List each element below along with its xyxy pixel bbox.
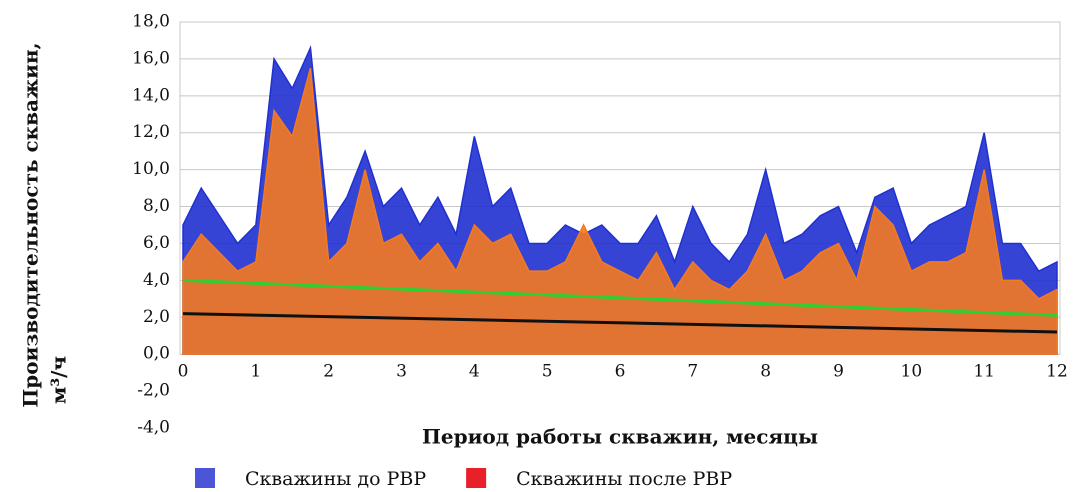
legend-swatch bbox=[195, 468, 215, 488]
y-tick-label: 18,0 bbox=[132, 12, 170, 32]
x-tick-label: 0 bbox=[178, 362, 189, 382]
y-tick-label: 0,0 bbox=[143, 344, 170, 364]
x-axis-title: Период работы скважин, месяцы bbox=[422, 425, 818, 449]
y-tick-label: 10,0 bbox=[132, 159, 170, 179]
legend-label: Скважины после РВР bbox=[516, 468, 732, 490]
x-tick-label: 1 bbox=[250, 362, 261, 382]
y-axis-unit: м³/ч bbox=[47, 356, 71, 404]
x-tick-label: 4 bbox=[469, 362, 480, 382]
x-tick-label: 10 bbox=[901, 362, 923, 382]
x-tick-label: 11 bbox=[973, 362, 995, 382]
y-axis-title: Производительность скважин, bbox=[19, 42, 43, 407]
trend-line bbox=[182, 278, 1058, 317]
y-tick-label: 16,0 bbox=[132, 48, 170, 68]
x-tick-label: 7 bbox=[687, 362, 698, 382]
x-tick-label: 5 bbox=[542, 362, 553, 382]
x-tick-label: 12 bbox=[1046, 362, 1068, 382]
y-tick-label: 8,0 bbox=[143, 196, 170, 216]
y-tick-label: 12,0 bbox=[132, 122, 170, 142]
x-tick-label: 6 bbox=[615, 362, 626, 382]
trend-line bbox=[182, 312, 1058, 334]
y-tick-label: 6,0 bbox=[143, 233, 170, 253]
y-tick-label: 14,0 bbox=[132, 85, 170, 105]
area-series bbox=[182, 67, 1058, 355]
legend-swatch bbox=[466, 468, 487, 488]
y-tick-label: -2,0 bbox=[137, 381, 170, 401]
x-tick-label: 9 bbox=[833, 362, 844, 382]
y-tick-label: 2,0 bbox=[143, 307, 170, 327]
legend-label: Скважины до РВР bbox=[245, 468, 426, 490]
x-tick-label: 8 bbox=[760, 362, 771, 382]
x-tick-label: 2 bbox=[323, 362, 334, 382]
y-tick-label: 4,0 bbox=[143, 270, 170, 290]
y-tick-label: -4,0 bbox=[137, 418, 170, 438]
x-tick-label: 3 bbox=[396, 362, 407, 382]
